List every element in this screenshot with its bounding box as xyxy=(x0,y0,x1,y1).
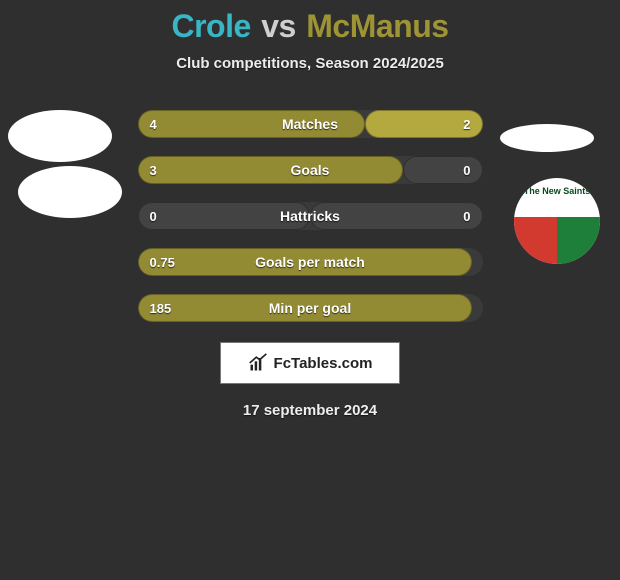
club-badge-text: The New Saints xyxy=(514,186,600,196)
bar-left xyxy=(138,156,404,184)
badge-quad-1 xyxy=(514,217,557,264)
chart-icon xyxy=(248,353,268,373)
stat-row: Hattricks00 xyxy=(138,202,483,230)
bar-track xyxy=(138,202,483,230)
bar-track xyxy=(138,294,483,322)
bar-left xyxy=(138,248,473,276)
bar-right xyxy=(365,110,482,138)
stat-row: Goals per match0.75 xyxy=(138,248,483,276)
subtitle: Club competitions, Season 2024/2025 xyxy=(0,55,620,72)
vs-text: vs xyxy=(261,8,296,44)
player2-club-badge: The New Saints xyxy=(514,178,600,264)
attribution-text: FcTables.com xyxy=(274,355,373,372)
player2-name: McManus xyxy=(306,8,448,44)
stat-row: Min per goal185 xyxy=(138,294,483,322)
footer-date: 17 september 2024 xyxy=(0,402,620,419)
bar-left xyxy=(138,110,366,138)
attribution-box: FcTables.com xyxy=(220,342,400,384)
player1-name: Crole xyxy=(171,8,250,44)
bar-left xyxy=(138,202,311,230)
stat-row: Matches42 xyxy=(138,110,483,138)
bar-track xyxy=(138,248,483,276)
comparison-title: Crole vs McManus xyxy=(0,0,620,45)
stat-row: Goals30 xyxy=(138,156,483,184)
player1-club-placeholder xyxy=(18,166,122,218)
bar-right xyxy=(403,156,482,184)
bar-track xyxy=(138,110,483,138)
badge-quad-2 xyxy=(557,217,600,264)
bar-left xyxy=(138,294,473,322)
player1-avatar-placeholder xyxy=(8,110,112,162)
bar-right xyxy=(310,202,483,230)
player2-avatar-placeholder xyxy=(500,124,594,152)
bar-track xyxy=(138,156,483,184)
